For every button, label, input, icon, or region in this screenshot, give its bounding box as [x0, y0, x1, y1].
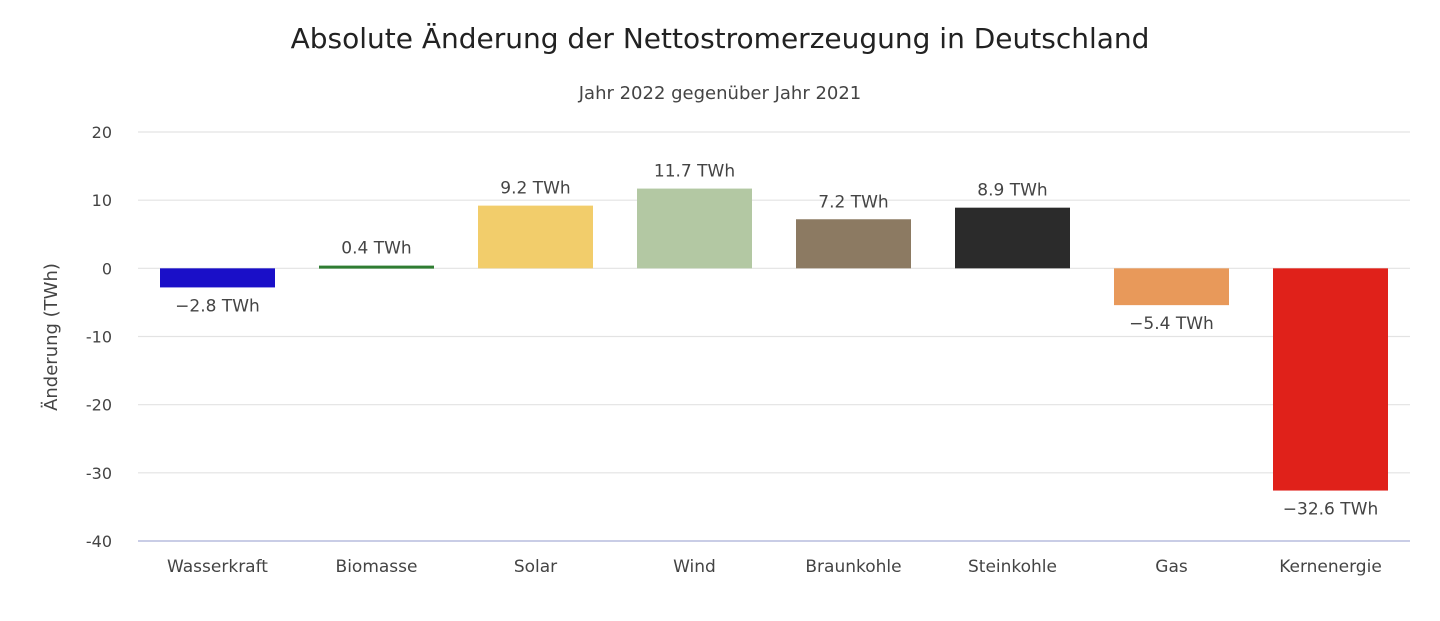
- bar-solar: [478, 205, 593, 269]
- x-category-label: Steinkohle: [968, 557, 1057, 577]
- x-category-label: Biomasse: [336, 557, 418, 577]
- y-tick-label: 20: [92, 123, 112, 142]
- data-label: −2.8 TWh: [175, 296, 260, 316]
- gridlines: [138, 131, 1410, 542]
- data-label: 8.9 TWh: [977, 181, 1047, 201]
- data-labels: −2.8 TWh 0.4 TWh 9.2 TWh 11.7 TWh 7.2 TWh 8.9…: [175, 162, 1378, 520]
- data-label: 7.2 TWh: [818, 192, 888, 212]
- data-label: 0.4 TWh: [341, 239, 411, 259]
- y-tick-label: -10: [86, 328, 112, 347]
- bar-biomasse: [319, 265, 434, 269]
- x-category-label: Gas: [1155, 557, 1188, 577]
- bar-gas: [1114, 268, 1229, 306]
- bar-steinkohle: [955, 207, 1070, 269]
- data-label: −32.6 TWh: [1283, 500, 1378, 520]
- data-label: 9.2 TWh: [500, 179, 570, 199]
- y-tick-label: 0: [102, 259, 112, 278]
- y-tick-label: -40: [86, 532, 112, 551]
- y-axis-title: Änderung (TWh): [41, 263, 62, 411]
- bar-wind: [637, 188, 752, 269]
- x-category-label: Wasserkraft: [167, 557, 268, 577]
- data-label: −5.4 TWh: [1129, 314, 1214, 334]
- bar-kernenergie: [1273, 268, 1388, 491]
- x-category-label: Wind: [673, 557, 716, 577]
- y-tick-label: 10: [92, 191, 112, 210]
- data-label: 11.7 TWh: [654, 162, 735, 182]
- x-axis-categories: Wasserkraft Biomasse Solar Wind Braunkohle St…: [167, 557, 1382, 577]
- chart-title: Absolute Änderung der Nettostromerzeugun…: [290, 22, 1150, 55]
- chart-subtitle: Jahr 2022 gegenüber Jahr 2021: [578, 83, 862, 104]
- x-category-label: Solar: [514, 557, 557, 577]
- bar-braunkohle: [796, 219, 911, 269]
- x-category-label: Braunkohle: [805, 557, 901, 577]
- y-tick-label: -20: [86, 396, 112, 415]
- x-category-label: Kernenergie: [1279, 557, 1382, 577]
- y-axis-ticks: 20 10 0 -10 -20 -30 -40: [86, 123, 112, 551]
- bars: [160, 188, 1388, 491]
- y-tick-label: -30: [86, 464, 112, 483]
- bar-wasserkraft: [160, 268, 275, 288]
